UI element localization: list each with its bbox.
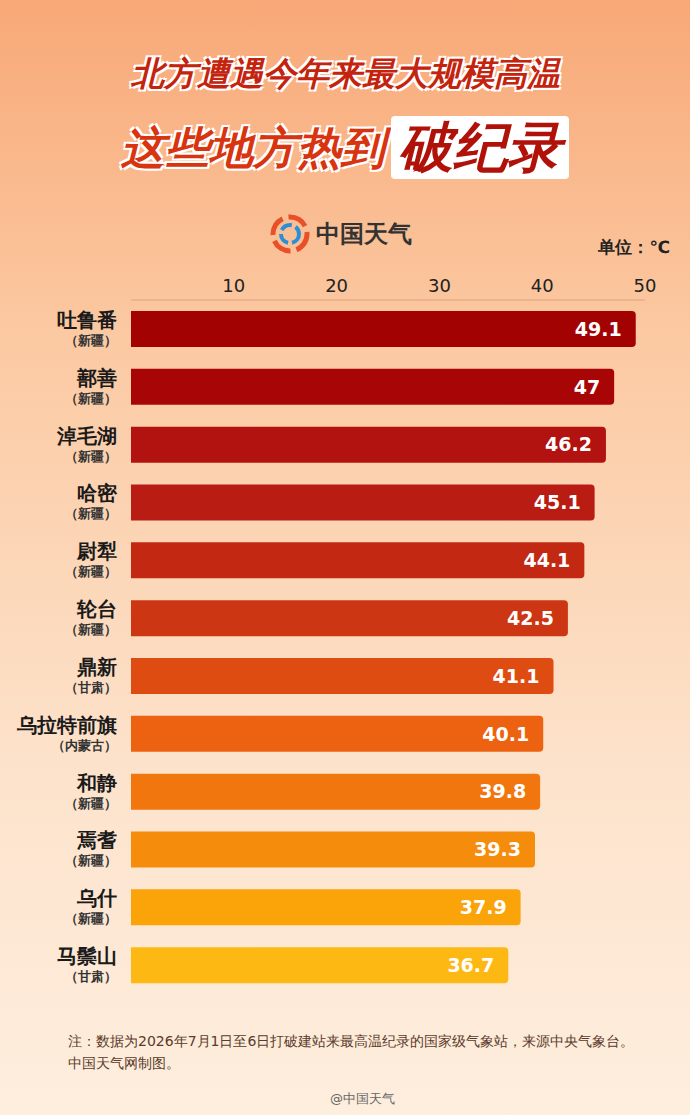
svg-text:50: 50 xyxy=(634,275,657,296)
svg-text:吐鲁番: 吐鲁番 xyxy=(57,308,117,332)
svg-text:（新疆）: （新疆） xyxy=(65,911,117,926)
html-text:注：数据为2026年7月1日至6日打破建站来最高温纪录的国家: 注：数据为2026年7月1日至6日打破建站来最高温纪录的国家级气象站，来源中央气… xyxy=(68,1033,635,1071)
html-text:单位：℃: 单位：℃ xyxy=(598,237,670,257)
svg-text:42.5: 42.5 xyxy=(507,607,554,629)
svg-text:（内蒙古）: （内蒙古） xyxy=(52,738,117,753)
svg-text:44.1: 44.1 xyxy=(523,549,570,571)
svg-text:30: 30 xyxy=(428,275,451,296)
svg-text:39.8: 39.8 xyxy=(479,780,526,802)
svg-text:37.9: 37.9 xyxy=(460,896,507,918)
svg-text:（新疆）: （新疆） xyxy=(65,853,117,868)
svg-text:（甘肃）: （甘肃） xyxy=(65,680,117,695)
svg-text:鄯善: 鄯善 xyxy=(76,366,117,390)
svg-text:（甘肃）: （甘肃） xyxy=(65,969,117,984)
svg-text:鼎新: 鼎新 xyxy=(76,655,117,679)
svg-text:哈密: 哈密 xyxy=(77,481,118,505)
svg-text:（新疆）: （新疆） xyxy=(65,449,117,464)
svg-text:39.3: 39.3 xyxy=(474,838,521,860)
svg-text:（新疆）: （新疆） xyxy=(65,391,117,406)
svg-text:（新疆）: （新疆） xyxy=(65,564,117,579)
svg-text:49.1: 49.1 xyxy=(575,318,622,340)
svg-text:46.2: 46.2 xyxy=(545,433,592,455)
svg-text:乌什: 乌什 xyxy=(76,886,117,910)
svg-text:焉耆: 焉耆 xyxy=(76,828,117,852)
svg-text:45.1: 45.1 xyxy=(534,491,581,513)
svg-text:40: 40 xyxy=(531,275,554,296)
html-text:@中国天气: @中国天气 xyxy=(330,1091,395,1106)
svg-text:（新疆）: （新疆） xyxy=(65,506,117,521)
svg-text:36.7: 36.7 xyxy=(447,954,494,976)
html-text:这些地方热到 破纪录: 这些地方热到 破纪录 xyxy=(121,116,561,179)
svg-text:20: 20 xyxy=(325,275,348,296)
html-text:中国天气: 中国天气 xyxy=(316,220,412,248)
svg-text:马鬃山: 马鬃山 xyxy=(57,944,117,968)
html-text:北方遭遇今年来最大规模高温: 北方遭遇今年来最大规模高温 xyxy=(130,54,560,93)
svg-text:47: 47 xyxy=(574,376,600,398)
svg-text:40.1: 40.1 xyxy=(482,723,529,745)
svg-text:（新疆）: （新疆） xyxy=(65,622,117,637)
svg-text:（新疆）: （新疆） xyxy=(65,333,117,348)
svg-text:（新疆）: （新疆） xyxy=(65,796,117,811)
svg-text:41.1: 41.1 xyxy=(493,665,540,687)
svg-text:淖毛湖: 淖毛湖 xyxy=(56,424,117,448)
svg-text:尉犁: 尉犁 xyxy=(76,539,117,563)
svg-text:和静: 和静 xyxy=(76,771,117,795)
svg-text:轮台: 轮台 xyxy=(76,597,117,621)
svg-text:乌拉特前旗: 乌拉特前旗 xyxy=(16,713,117,737)
svg-text:10: 10 xyxy=(222,275,245,296)
